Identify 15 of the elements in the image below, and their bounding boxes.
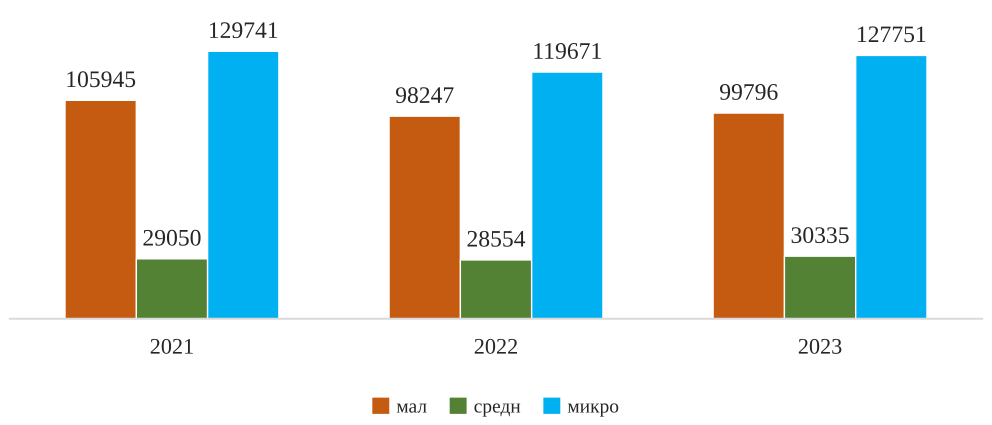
legend-label: мал: [396, 403, 427, 413]
data-label: 29050: [143, 230, 201, 246]
data-label: 105945: [67, 71, 136, 88]
x-tick-label: 2022: [474, 338, 517, 354]
legend-label: микро: [568, 403, 618, 417]
data-label: 127751: [858, 26, 926, 42]
x-tick-label: 2023: [798, 338, 842, 354]
x-tick-label: 2021: [150, 338, 193, 354]
legend-label: средн: [474, 403, 520, 417]
data-label: 98247: [396, 87, 454, 104]
data-label: 28554: [468, 230, 526, 247]
data-label: 119671: [534, 43, 601, 59]
data-label: 129741: [210, 22, 278, 38]
data-label: 99796: [720, 84, 778, 100]
data-label: 30335: [792, 227, 849, 244]
